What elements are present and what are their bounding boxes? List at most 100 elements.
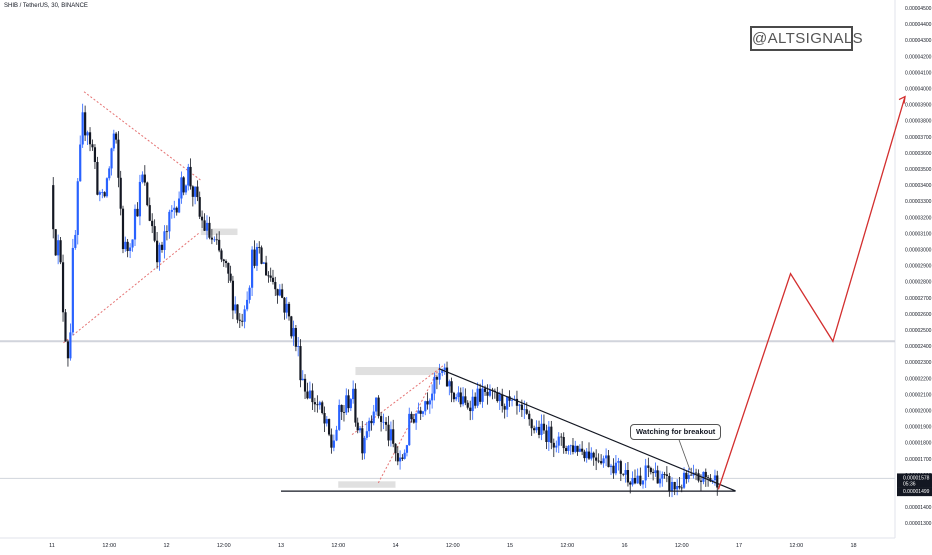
dotted-channel-line-3 xyxy=(351,365,444,436)
candle-body xyxy=(358,428,362,431)
x-tick-label: 17 xyxy=(736,543,742,549)
candle-body xyxy=(325,419,328,424)
x-tick-label: 12:00 xyxy=(446,543,460,549)
candle-body xyxy=(476,388,479,406)
candle-body xyxy=(313,402,316,405)
candle-body xyxy=(433,376,436,394)
candle-body xyxy=(153,226,156,241)
candle-body xyxy=(565,448,568,451)
countdown-label: 05:36 xyxy=(903,481,916,487)
y-tick-label: 0.00002700 xyxy=(905,296,932,302)
y-tick-label: 0.00003900 xyxy=(905,103,932,109)
support-price-label: 0.00001499 xyxy=(903,489,930,495)
candle-body xyxy=(363,437,366,454)
candle-body xyxy=(112,133,115,149)
candle-body xyxy=(243,309,246,322)
candle-body xyxy=(155,240,159,263)
candle-body xyxy=(136,208,139,217)
candle-body xyxy=(246,299,249,310)
candle-body xyxy=(609,465,613,468)
y-tick-label: 0.00002900 xyxy=(905,264,932,270)
candle-body xyxy=(401,457,404,459)
candle-body xyxy=(379,416,383,422)
candle-body xyxy=(629,482,632,485)
candle-body xyxy=(141,174,144,182)
candle-body xyxy=(471,396,474,412)
candle-body xyxy=(410,413,413,420)
candle-body xyxy=(626,470,630,483)
candle-body xyxy=(187,166,190,186)
candle-body xyxy=(557,436,560,446)
candle-body xyxy=(290,316,293,337)
candle-body xyxy=(180,177,183,199)
candle-body xyxy=(356,422,359,431)
candle-body xyxy=(294,328,297,347)
candle-body xyxy=(205,222,209,231)
candle-body xyxy=(644,465,647,481)
x-tick-label: 12:00 xyxy=(789,543,803,549)
candle-body xyxy=(287,303,291,317)
y-tick-label: 0.00004500 xyxy=(905,6,932,12)
y-tick-label: 0.00004100 xyxy=(905,70,932,76)
candle-body xyxy=(332,440,335,448)
candle-body xyxy=(607,455,610,468)
candle-body xyxy=(165,231,169,233)
dotted-channel-line-1 xyxy=(63,233,199,344)
candle-body xyxy=(464,396,467,403)
candle-body xyxy=(647,465,650,468)
candle-body xyxy=(316,404,319,406)
candle-body xyxy=(523,409,526,411)
candle-body xyxy=(412,419,415,423)
candle-body xyxy=(368,420,371,432)
candle-body xyxy=(583,451,586,459)
y-tick-label: 0.00001300 xyxy=(905,521,932,527)
candle-body xyxy=(431,393,434,401)
y-tick-label: 0.00002300 xyxy=(905,360,932,366)
candle-body xyxy=(469,407,472,412)
candle-body xyxy=(448,381,451,387)
candle-body xyxy=(560,436,563,438)
candle-body xyxy=(306,391,309,399)
candle-body xyxy=(220,250,223,260)
annotation-callout[interactable]: Watching for breakout xyxy=(630,424,722,440)
candle-body xyxy=(658,478,662,484)
candle-body xyxy=(200,216,204,221)
candle-body xyxy=(387,424,390,441)
candle-body xyxy=(248,287,251,300)
candle-body xyxy=(375,397,378,412)
candle-body xyxy=(670,481,674,491)
candle-body xyxy=(61,262,65,313)
candle-body xyxy=(408,413,411,446)
candle-body xyxy=(394,443,397,454)
candle-body xyxy=(93,147,97,162)
candle-body xyxy=(428,400,431,405)
candle-body xyxy=(704,471,707,478)
candle-body xyxy=(84,112,87,136)
y-tick-label: 0.00001900 xyxy=(905,425,932,431)
candle-body xyxy=(210,237,213,240)
candle-body xyxy=(163,231,166,250)
y-tick-label: 0.00004000 xyxy=(905,87,932,93)
candle-body xyxy=(253,249,256,266)
candle-body xyxy=(508,396,511,401)
candle-body xyxy=(352,388,355,400)
x-tick-label: 13 xyxy=(278,543,284,549)
candle-body xyxy=(133,208,137,240)
candle-body xyxy=(323,413,326,424)
candle-body xyxy=(117,139,120,178)
candle-body xyxy=(146,182,149,206)
y-tick-label: 0.00003000 xyxy=(905,248,932,254)
current-price-label: 0.00001578 xyxy=(903,475,930,481)
candle-body xyxy=(694,472,698,474)
candle-body xyxy=(510,399,514,401)
x-tick-label: 12:00 xyxy=(675,543,689,549)
candle-body xyxy=(138,181,142,217)
candle-body xyxy=(619,461,622,474)
candle-body xyxy=(656,470,659,484)
candle-body xyxy=(151,220,154,227)
candle-body xyxy=(421,411,425,414)
candle-body xyxy=(59,240,62,263)
candle-body xyxy=(271,277,275,282)
